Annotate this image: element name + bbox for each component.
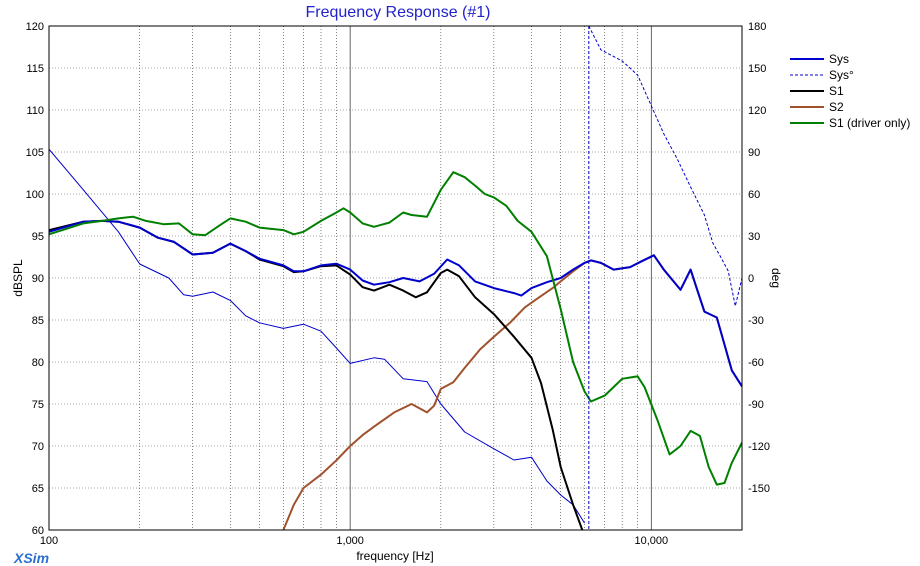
y-left-tick-label: 70 <box>32 441 44 453</box>
legend-label: Sys <box>829 52 849 66</box>
series-line-sys <box>49 219 742 387</box>
legend-label: S1 (driver only) <box>829 116 910 130</box>
legend-label: S1 <box>829 84 844 98</box>
series-line-phase <box>49 148 585 524</box>
xsim-logo: XSim <box>14 550 50 566</box>
y-right-tick-label: 0 <box>748 273 754 285</box>
y-left-tick-label: 110 <box>26 105 44 117</box>
y-left-tick-label: 80 <box>32 357 44 369</box>
x-axis-label: frequency [Hz] <box>356 549 433 563</box>
axis-ticks: 60 65 70 75 80 85 90 95 100 105 110 115 120 -150 -120 -… <box>26 21 770 547</box>
series-line-s1-driver-only- <box>49 171 742 486</box>
y-left-tick-label: 100 <box>26 189 44 201</box>
y-left-tick-label: 105 <box>26 147 44 159</box>
x-tick-label: 100 <box>40 535 58 547</box>
y-right-tick-label: -60 <box>748 357 764 369</box>
y-right-tick-label: -120 <box>748 441 770 453</box>
grid <box>49 26 742 530</box>
y-right-tick-label: -30 <box>748 315 764 327</box>
y-left-tick-label: 85 <box>32 315 44 327</box>
y-right-tick-label: -150 <box>748 483 770 495</box>
chart-title: Frequency Response (#1) <box>306 4 491 21</box>
y-left-tick-label: 95 <box>32 231 44 243</box>
series-line-sys- <box>588 26 742 307</box>
y-right-tick-label: 120 <box>748 105 766 117</box>
y-right-tick-label: -90 <box>748 399 764 411</box>
y-left-tick-label: 65 <box>32 483 44 495</box>
x-tick-label: 1,000 <box>336 535 364 547</box>
y-right-tick-label: 30 <box>748 231 760 243</box>
y-right-tick-label: 90 <box>748 147 760 159</box>
y-right-tick-label: 180 <box>748 21 766 33</box>
legend: Sys Sys° S1 S2 S1 (driver only) <box>790 52 910 130</box>
y-right-tick-label: 60 <box>748 189 760 201</box>
plot-frame <box>48 25 743 531</box>
y-left-tick-label: 90 <box>32 273 44 285</box>
y-left-tick-label: 60 <box>32 525 44 537</box>
y-axis-right-label: deg <box>769 268 783 288</box>
y-axis-left-label: dBSPL <box>11 259 25 297</box>
legend-label: S2 <box>829 100 844 114</box>
series-layer <box>49 26 742 530</box>
x-tick-label: 10,000 <box>635 535 669 547</box>
y-left-tick-label: 115 <box>26 63 44 75</box>
legend-label: Sys° <box>829 68 854 82</box>
y-left-tick-label: 75 <box>32 399 44 411</box>
y-left-tick-label: 120 <box>26 21 44 33</box>
y-right-tick-label: 150 <box>748 63 766 75</box>
